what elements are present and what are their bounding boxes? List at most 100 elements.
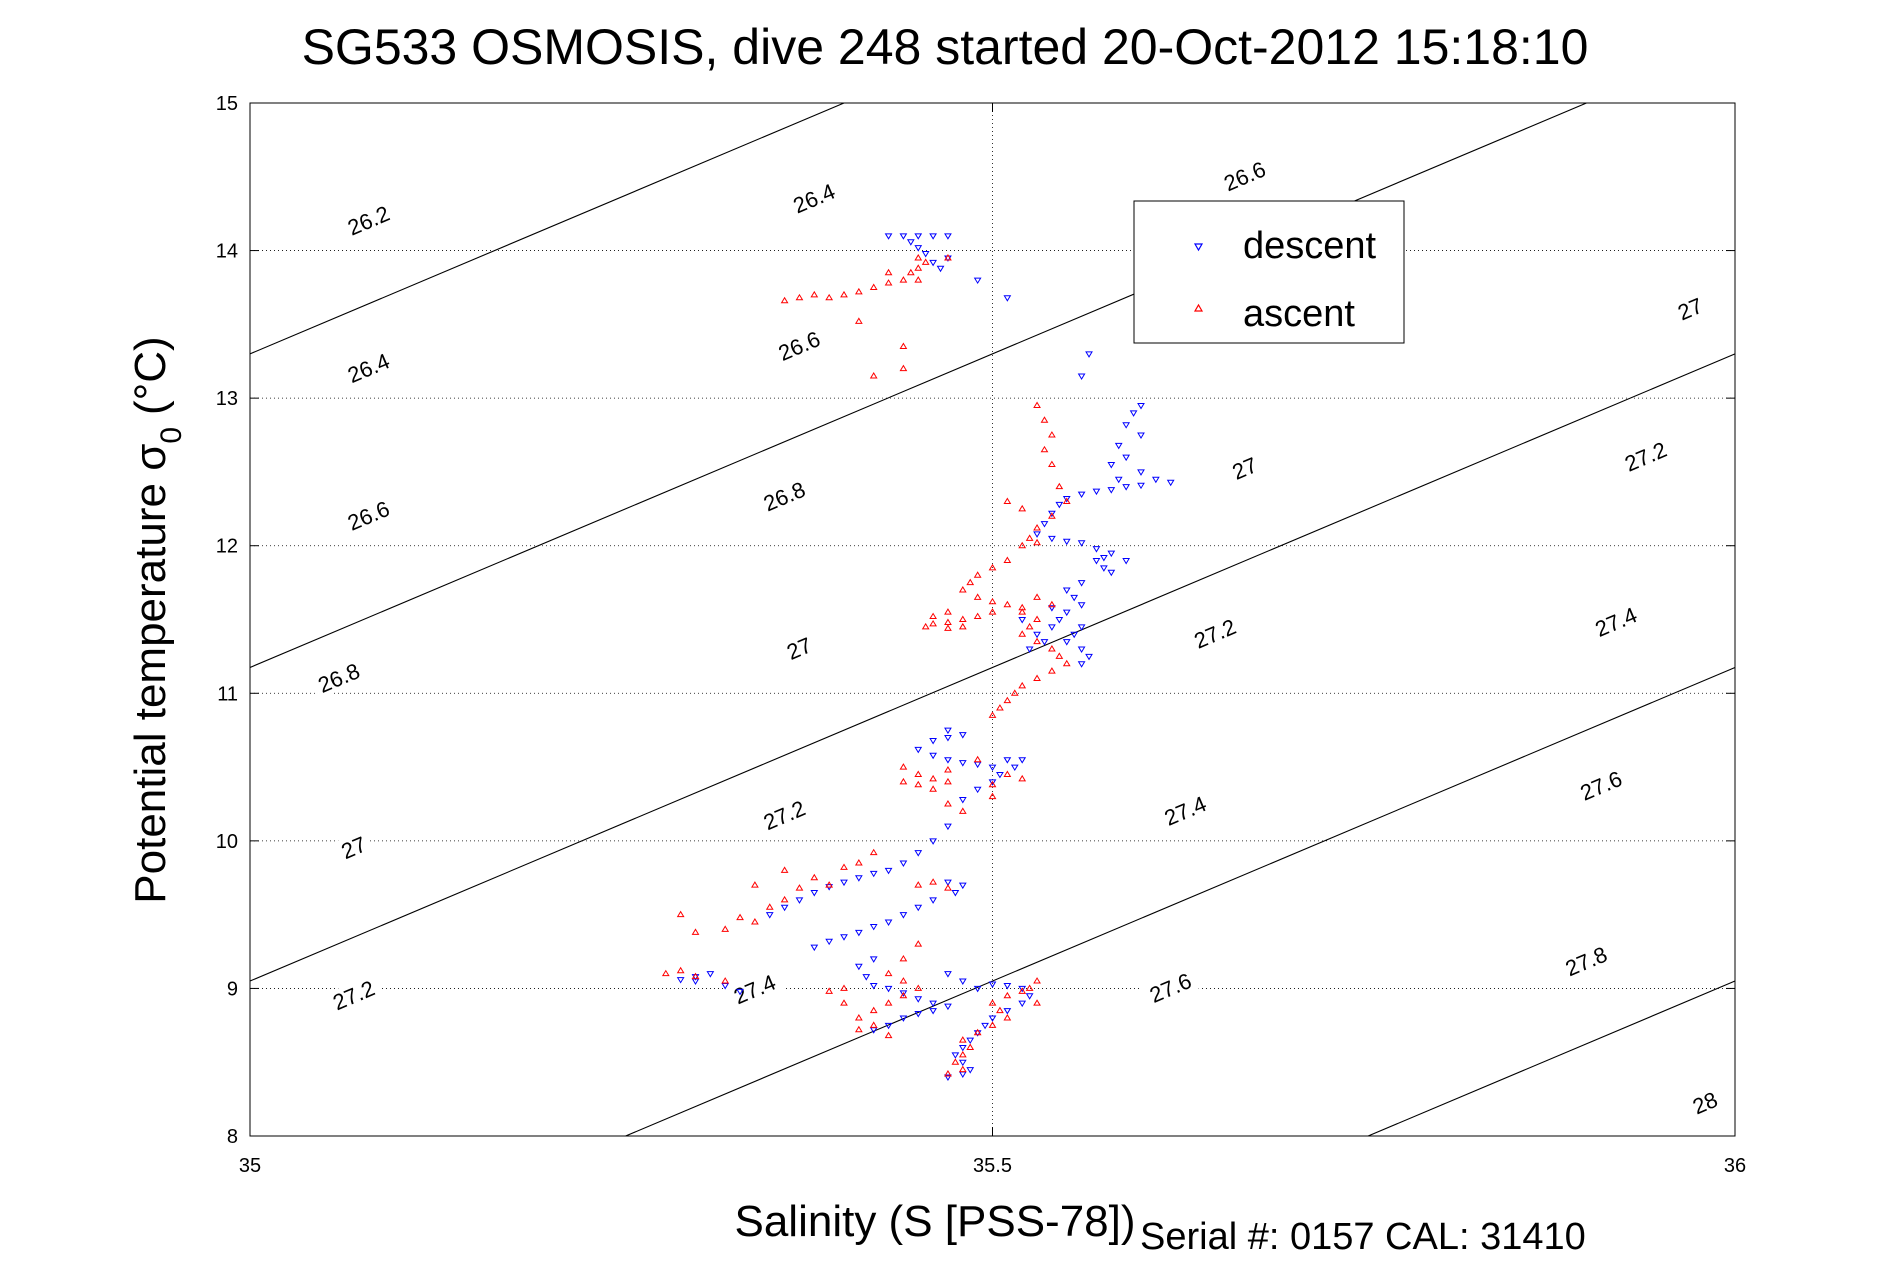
isopycnal-label-group: 27.6 — [1139, 965, 1201, 1010]
descent-point — [899, 990, 908, 997]
descent-point — [1107, 462, 1116, 469]
legend-marker-descent — [1193, 243, 1204, 252]
descent-point — [1040, 639, 1049, 646]
ascent-point — [1003, 497, 1012, 504]
ascent-point — [1055, 652, 1064, 659]
isopycnal-label-bg — [337, 493, 399, 538]
ascent-point — [1048, 512, 1056, 519]
ascent-point — [869, 283, 878, 290]
ascent-point — [1003, 1013, 1012, 1021]
ascent-point — [929, 619, 937, 627]
descent-point — [840, 879, 848, 887]
ascent-point — [810, 290, 819, 298]
descent-point — [929, 259, 937, 267]
ascent-point — [1025, 622, 1034, 630]
ascent-point — [751, 881, 759, 888]
ascent-point — [1033, 538, 1041, 546]
ascent-point — [1003, 770, 1012, 777]
descent-point — [899, 1015, 908, 1022]
ascent-point — [691, 928, 700, 935]
isopycnal-label-bg — [1670, 291, 1710, 326]
isopycnal-label-bg — [1214, 153, 1276, 198]
descent-point — [944, 255, 952, 262]
descent-point — [1114, 442, 1123, 450]
descent-point — [869, 982, 878, 990]
descent-point — [1122, 454, 1131, 462]
descent-point — [973, 1030, 982, 1037]
descent-point — [1033, 531, 1041, 538]
descent-point — [951, 890, 960, 897]
ascent-point — [1018, 608, 1027, 615]
isopycnal-label-bg — [768, 323, 830, 368]
descent-point — [1018, 1000, 1027, 1008]
descent-point — [914, 996, 923, 1003]
isopycnal-label-bg — [1585, 599, 1647, 644]
descent-point — [1048, 605, 1056, 612]
ascent-point — [958, 1036, 967, 1043]
ascent-point — [1033, 401, 1041, 409]
descent-point — [996, 771, 1004, 779]
ascent-point — [884, 268, 893, 276]
x-axis-label: Salinity (S [PSS-78]) — [734, 1197, 1135, 1246]
descent-point — [914, 746, 923, 754]
y-axis-label-group: Potential temperature σ0 (°C) — [126, 336, 188, 903]
descent-point — [921, 251, 930, 258]
ascent-point — [840, 863, 848, 870]
y-tick-label: 15 — [216, 93, 238, 115]
descent-point — [1048, 510, 1056, 518]
ascent-point — [1033, 615, 1041, 622]
descent-point — [854, 875, 863, 882]
ascent-point — [1025, 984, 1034, 991]
ascent-point — [988, 711, 997, 718]
descent-point — [854, 929, 863, 937]
ascent-point — [944, 608, 952, 615]
ascent-point — [973, 593, 982, 600]
descent-point — [944, 1003, 952, 1011]
descent-point — [1107, 487, 1116, 494]
ascent-point — [921, 622, 930, 630]
descent-point — [1025, 646, 1034, 653]
descent-point — [958, 1059, 967, 1067]
y-tick-label: 12 — [216, 536, 238, 558]
descent-point — [944, 823, 952, 831]
ascent-point — [780, 296, 789, 304]
descent-point — [958, 797, 967, 804]
ascent-point — [921, 258, 930, 265]
descent-point — [966, 1037, 975, 1045]
isopycnal-label-bg — [1615, 434, 1676, 479]
ascent-point — [914, 881, 923, 888]
chart-title: SG533 OSMOSIS, dive 248 started 20-Oct-2… — [302, 19, 1589, 75]
descent-point — [869, 923, 878, 931]
ascent-point — [944, 766, 952, 773]
descent-point — [1077, 540, 1086, 547]
isopycnal-label-bg — [753, 474, 815, 519]
descent-point — [944, 727, 952, 735]
ascent-point — [1040, 416, 1049, 423]
y-axis-label-unit: (°C) — [126, 336, 175, 415]
isopycnal-line — [249, 102, 845, 355]
descent-point — [1062, 587, 1071, 594]
descent-point — [973, 786, 982, 794]
descent-point — [914, 233, 923, 240]
descent-point — [1129, 410, 1138, 417]
isopycnal-label-bg — [308, 655, 370, 700]
isopycnal-line — [249, 102, 1587, 668]
ascent-point — [906, 268, 915, 276]
ascent-point — [973, 571, 982, 578]
ascent-point — [1018, 630, 1027, 637]
ascent-point — [1033, 999, 1041, 1006]
descent-point — [958, 1044, 967, 1052]
ascent-point — [1018, 541, 1027, 549]
ascent-point — [661, 969, 670, 977]
descent-point — [869, 956, 878, 963]
descent-point — [929, 233, 937, 240]
grid-lines — [250, 103, 1735, 1136]
ascent-point — [988, 563, 997, 571]
legend-label-ascent: ascent — [1243, 293, 1355, 335]
descent-point — [966, 1067, 975, 1074]
ascent-point — [884, 999, 893, 1006]
descent-point — [1077, 661, 1086, 668]
ascent-point — [1018, 987, 1027, 994]
descent-point — [1137, 469, 1145, 476]
ascent-point — [996, 704, 1004, 711]
